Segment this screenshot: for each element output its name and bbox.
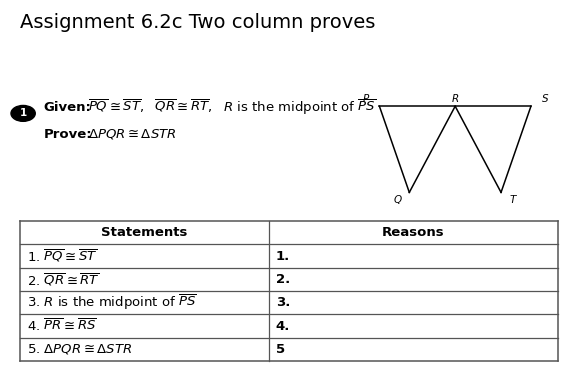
Text: 1: 1 (20, 108, 27, 118)
Text: 3.: 3. (276, 296, 290, 309)
Text: 2. $\overline{QR} \cong \overline{RT}$: 2. $\overline{QR} \cong \overline{RT}$ (27, 271, 100, 288)
Text: 5: 5 (276, 343, 285, 356)
Text: 2.: 2. (276, 273, 290, 286)
Circle shape (11, 105, 35, 121)
Text: 4. $\overline{PR} \cong \overline{RS}$: 4. $\overline{PR} \cong \overline{RS}$ (27, 318, 97, 334)
Text: $\overline{PQ} \cong \overline{ST},\ \ \overline{QR} \cong \overline{RT},\ \ R\ : $\overline{PQ} \cong \overline{ST},\ \ \… (88, 98, 377, 117)
Text: S: S (542, 94, 548, 104)
Text: 4.: 4. (276, 319, 290, 333)
Text: 3. $R$ is the midpoint of $\overline{PS}$: 3. $R$ is the midpoint of $\overline{PS}… (27, 293, 197, 312)
Text: P: P (362, 94, 369, 104)
Text: Q: Q (393, 195, 401, 205)
Text: R: R (451, 94, 459, 104)
Text: $\Delta PQR \cong \Delta STR$: $\Delta PQR \cong \Delta STR$ (88, 127, 177, 141)
Text: Given:: Given: (43, 101, 91, 114)
Text: Reasons: Reasons (382, 226, 444, 239)
Text: Statements: Statements (101, 226, 188, 239)
Text: 5. $\Delta PQR \cong \Delta STR$: 5. $\Delta PQR \cong \Delta STR$ (27, 342, 132, 356)
Text: 1.: 1. (276, 249, 290, 263)
Text: Assignment 6.2c Two column proves: Assignment 6.2c Two column proves (20, 13, 376, 32)
Text: 1. $\overline{PQ} \cong \overline{ST}$: 1. $\overline{PQ} \cong \overline{ST}$ (27, 248, 98, 264)
Text: Prove:: Prove: (43, 128, 92, 141)
Text: T: T (510, 195, 516, 205)
